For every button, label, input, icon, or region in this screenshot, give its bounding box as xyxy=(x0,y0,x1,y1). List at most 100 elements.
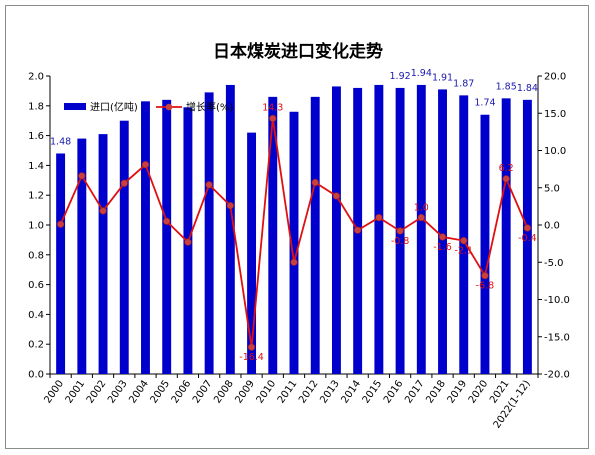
x-tick-label: 2010 xyxy=(255,378,279,405)
line-value-label: -0.4 xyxy=(518,233,537,244)
x-tick-label: 2019 xyxy=(446,378,470,405)
bar-value-label: 1.48 xyxy=(50,136,71,147)
left-tick-label: 0.6 xyxy=(28,280,44,291)
right-tick-label: 20.0 xyxy=(544,72,566,83)
left-tick-label: 2.0 xyxy=(28,72,44,83)
chart-svg: 日本煤炭进口变化走势 0.0 0.2 0.4 0.6 0.8 1.0 1.2 1.4 1.6 1.… xyxy=(28,41,570,431)
x-tick-label: 2007 xyxy=(191,378,215,405)
x-tick-label: 2005 xyxy=(149,378,173,405)
legend-line-label: 增长率(%) xyxy=(186,101,233,114)
x-tick-label: 2013 xyxy=(318,378,342,405)
growth-rate-point xyxy=(184,238,192,246)
import-bar xyxy=(374,84,384,374)
bar-value-label: 1.94 xyxy=(411,68,432,79)
plot-area: 0.0 0.2 0.4 0.6 0.8 1.0 1.2 1.4 1.6 1.8 2.0 -20.0 -1… xyxy=(28,68,570,431)
right-tick-label: 5.0 xyxy=(544,183,560,194)
x-tick-label: 2011 xyxy=(276,378,300,405)
bar-value-label: 1.87 xyxy=(453,78,474,89)
left-tick-label: 0.0 xyxy=(28,370,44,381)
right-tick-label: 15.0 xyxy=(544,109,566,120)
import-bar xyxy=(141,101,150,374)
growth-rate-point xyxy=(523,224,531,232)
legend-bar-label: 进口(亿吨) xyxy=(90,101,138,114)
chart-frame: 日本煤炭进口变化走势 0.0 0.2 0.4 0.6 0.8 1.0 1.2 1.4 1.6 1.… xyxy=(5,5,589,449)
x-tick-label: 2014 xyxy=(339,378,363,405)
legend: 进口(亿吨) 增长率(%) xyxy=(64,101,233,114)
growth-rate-point xyxy=(120,179,128,187)
legend-bar-swatch xyxy=(64,103,86,110)
chart-title: 日本煤炭进口变化走势 xyxy=(213,41,383,62)
left-tick-label: 1.8 xyxy=(28,101,44,112)
import-bar xyxy=(225,84,235,374)
import-bar xyxy=(438,89,447,374)
line-value-label: -0.8 xyxy=(391,236,410,247)
line-value-label: -1.6 xyxy=(433,242,452,253)
growth-rate-point xyxy=(481,272,489,280)
growth-rate-point xyxy=(396,227,404,235)
import-bar xyxy=(77,138,87,374)
left-tick-label: 1.2 xyxy=(28,191,44,202)
left-tick-label: 1.6 xyxy=(28,131,44,142)
x-tick-label: 2000 xyxy=(42,378,66,405)
growth-rate-point xyxy=(163,217,171,225)
growth-rate-point xyxy=(247,343,256,351)
left-tick-label: 0.4 xyxy=(28,310,44,321)
growth-rate-point xyxy=(99,207,107,215)
left-tick-label: 0.2 xyxy=(28,340,44,351)
x-tick-label: 2003 xyxy=(106,378,130,405)
growth-rate-point xyxy=(269,114,277,123)
growth-rate-point xyxy=(290,258,298,266)
import-bar xyxy=(289,111,299,374)
import-bar xyxy=(56,153,66,374)
right-tick-label: -15.0 xyxy=(544,332,570,343)
x-tick-label: 2002 xyxy=(85,378,109,405)
import-bar xyxy=(416,84,426,374)
line-value-label: -2.1 xyxy=(454,246,473,257)
bar-value-label: 1.74 xyxy=(474,98,495,109)
import-bar xyxy=(98,134,108,374)
growth-rate-point xyxy=(311,178,319,187)
import-bar xyxy=(204,92,214,374)
import-bar xyxy=(501,98,511,374)
growth-rate-point xyxy=(375,213,383,222)
right-tick-label: -5.0 xyxy=(544,258,564,269)
x-tick-label: 2009 xyxy=(233,378,257,405)
import-bar xyxy=(310,96,320,375)
import-bar xyxy=(162,99,172,374)
legend-line-marker xyxy=(165,103,173,111)
import-bar xyxy=(459,95,469,375)
growth-rate-point xyxy=(141,161,150,169)
growth-rate-point xyxy=(438,233,447,241)
line-value-label: 14.3 xyxy=(262,102,283,113)
growth-rate-point xyxy=(502,175,510,183)
import-bar xyxy=(119,120,129,374)
import-bar xyxy=(247,132,257,374)
bar-value-label: 1.85 xyxy=(496,81,517,92)
x-tick-label: 2001 xyxy=(64,378,88,405)
import-bar xyxy=(480,114,490,375)
left-tick-label: 1.4 xyxy=(28,161,44,172)
import-bar xyxy=(331,86,341,375)
x-tick-label: 2012 xyxy=(297,378,321,405)
growth-rate-point xyxy=(205,181,213,189)
growth-rate-point xyxy=(460,237,468,245)
line-value-label: -6.8 xyxy=(476,281,495,292)
right-tick-label: 10.0 xyxy=(544,146,566,157)
right-tick-label: 0.0 xyxy=(544,221,560,232)
right-tick-label: -20.0 xyxy=(544,370,570,381)
line-value-label: -16.4 xyxy=(239,352,264,363)
import-bar xyxy=(268,96,278,375)
x-tick-label: 2020 xyxy=(467,378,491,405)
growth-rate-point xyxy=(332,192,341,200)
growth-rate-point xyxy=(78,172,86,180)
left-tick-label: 0.8 xyxy=(28,250,44,261)
x-tick-label: 2018 xyxy=(424,378,448,405)
growth-rate-point xyxy=(226,202,234,210)
x-tick-label: 2017 xyxy=(403,378,427,405)
x-tick-label: 2004 xyxy=(127,378,151,405)
x-tick-label: 2016 xyxy=(382,378,406,405)
left-tick-label: 1.0 xyxy=(28,221,44,232)
growth-rate-point xyxy=(417,213,425,222)
growth-rate-point xyxy=(354,226,362,234)
x-tick-label: 2008 xyxy=(212,378,236,405)
